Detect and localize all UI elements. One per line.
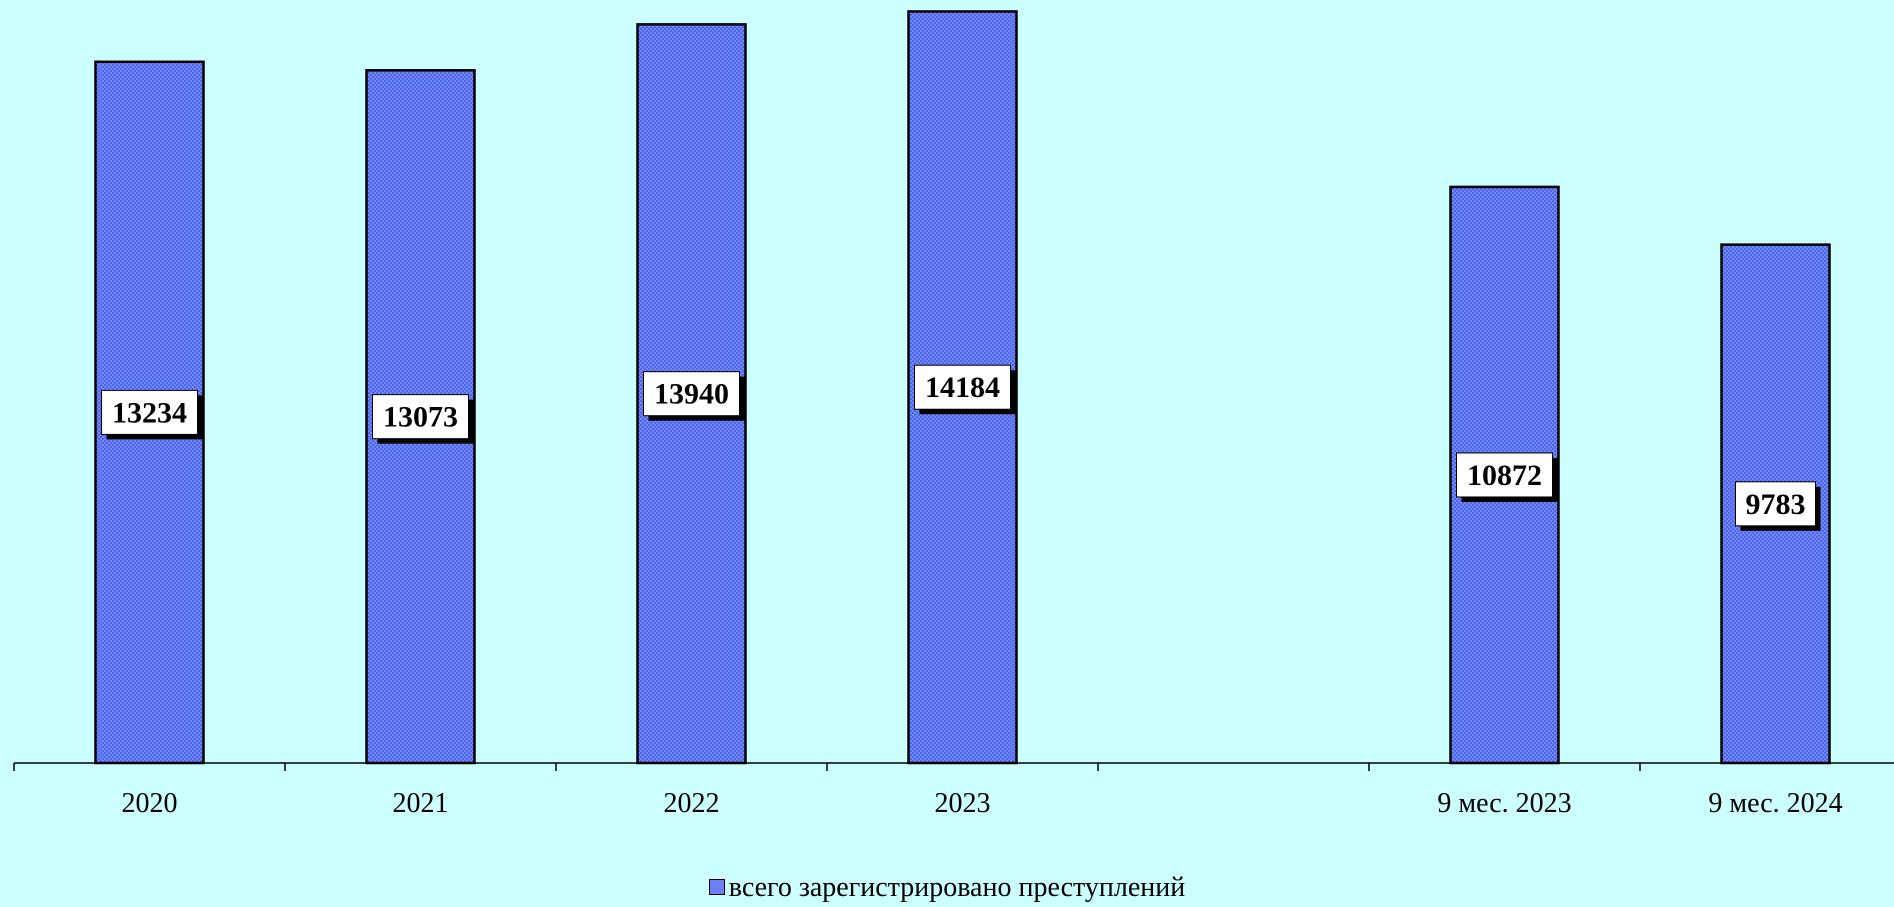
x-tick-label: 2022 xyxy=(664,788,720,819)
data-label-value: 10872 xyxy=(1467,459,1542,492)
x-axis-ticks xyxy=(13,763,1641,771)
data-label-value: 13940 xyxy=(654,378,729,411)
x-axis-labels: 2020 2021 2022 2023 9 мес. 2023 9 мес. 2024 xyxy=(122,788,1843,819)
x-tick-label: 2023 xyxy=(935,788,991,819)
data-label-value: 13234 xyxy=(112,396,187,429)
legend-label: всего зарегистрировано преступлений xyxy=(728,872,1186,903)
data-label: 13940 xyxy=(643,371,745,421)
data-label-box xyxy=(372,394,469,440)
data-label-value: 14184 xyxy=(925,371,1000,404)
data-label-box xyxy=(643,371,740,417)
legend: всего зарегистрировано преступлений xyxy=(0,872,1894,904)
data-label: 9783 xyxy=(1735,481,1821,531)
x-tick-label: 9 мес. 2024 xyxy=(1708,788,1842,819)
bar-chart: 2020 2021 2022 2023 9 мес. 2023 9 мес. 2024 1… xyxy=(13,10,1894,819)
data-label-box xyxy=(914,364,1011,410)
legend-swatch xyxy=(708,878,725,895)
data-label-value: 13073 xyxy=(383,401,458,434)
data-label-box xyxy=(1456,452,1553,498)
data-label: 13234 xyxy=(101,389,203,440)
x-tick-label: 9 мес. 2023 xyxy=(1437,788,1571,819)
x-tick-label: 2020 xyxy=(122,788,178,819)
x-tick-label: 2021 xyxy=(393,788,449,819)
data-label-box xyxy=(101,389,198,435)
data-label: 10872 xyxy=(1456,452,1558,502)
data-label: 13073 xyxy=(372,394,474,444)
data-label: 14184 xyxy=(914,364,1016,415)
data-labels: 13234 13073 13940 14184 10872 9783 xyxy=(101,364,1821,531)
data-label-box xyxy=(1735,481,1816,527)
data-label-value: 9783 xyxy=(1746,488,1806,521)
